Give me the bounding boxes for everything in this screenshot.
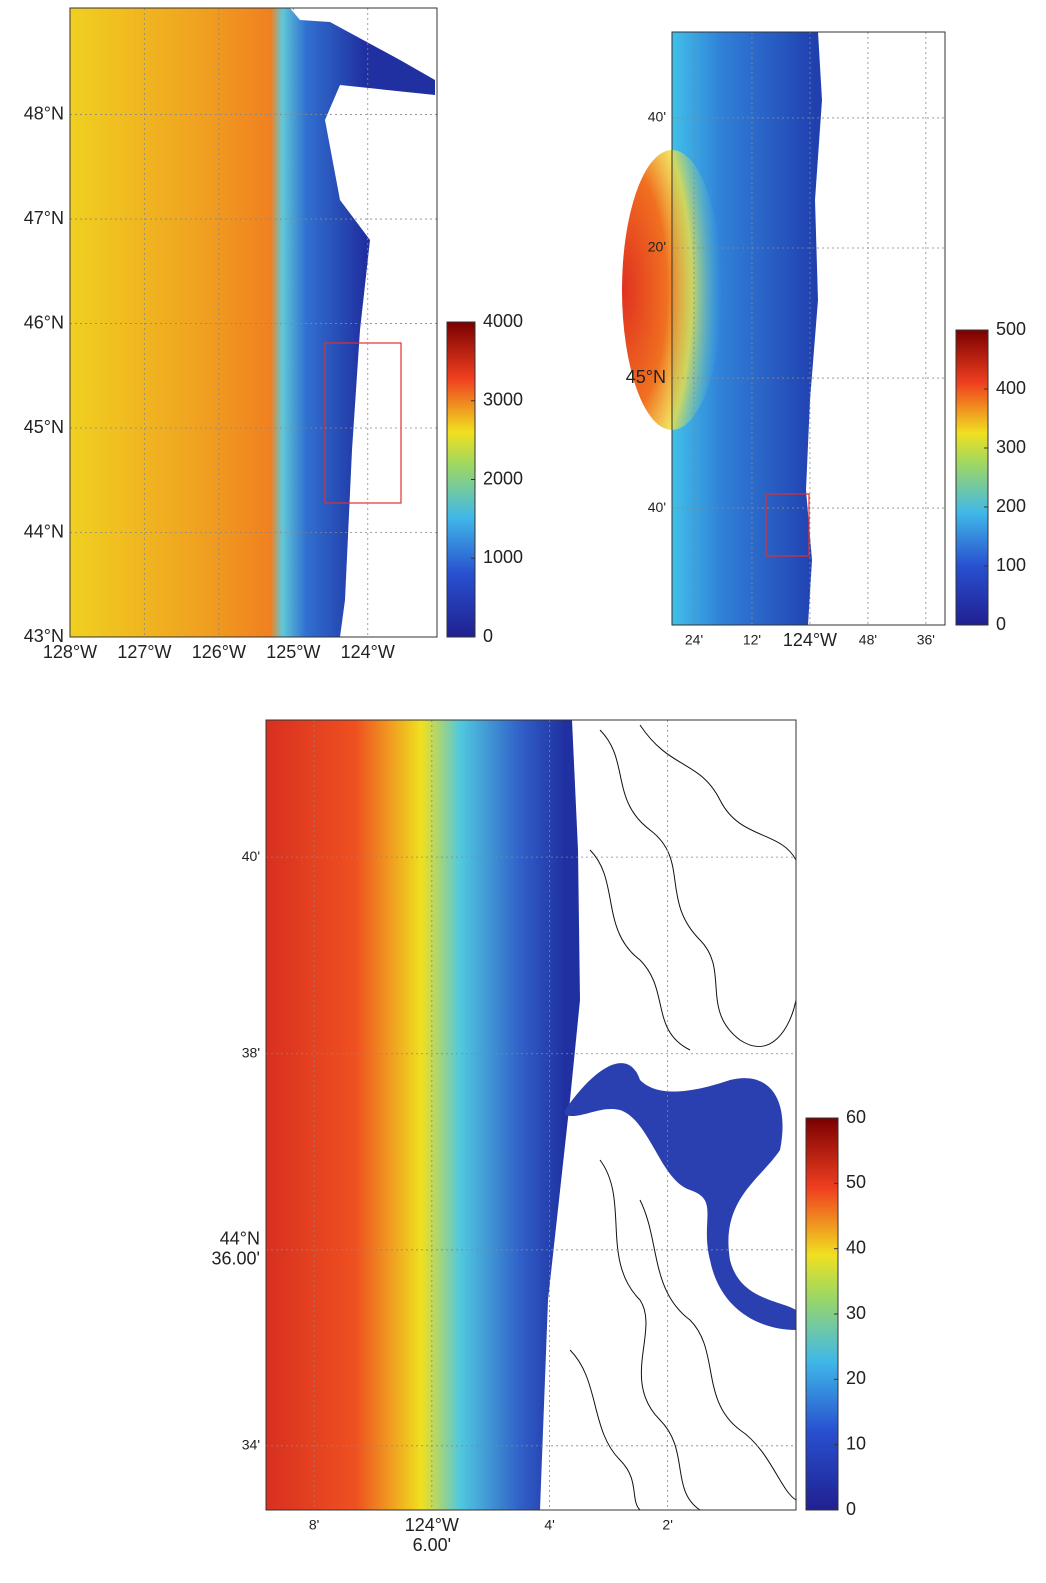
tick-label: 36.00' — [212, 1249, 260, 1269]
map-imagery — [70, 8, 822, 1511]
colorbar-tick-label: 4000 — [483, 311, 523, 331]
tick-label: 127°W — [117, 642, 171, 662]
colorbar-tick-label: 400 — [996, 378, 1026, 398]
colorbar — [955, 329, 989, 626]
axes: 128°W 127°W 126°W 125°W 124°W 43°N 44°N 45°N 46°… — [24, 7, 1026, 1555]
ocean-1 — [70, 8, 435, 637]
ocean-2 — [672, 32, 822, 625]
ocean-3 — [266, 720, 580, 1510]
tick-label: 2' — [662, 1517, 672, 1533]
tick-label: 20' — [648, 239, 666, 255]
tick-label: 44°N — [220, 1229, 260, 1249]
tick-label: 124°W — [341, 642, 395, 662]
tick-label: 8' — [309, 1517, 319, 1533]
colorbar-tick-label: 2000 — [483, 468, 523, 488]
colorbar-tick-label: 100 — [996, 555, 1026, 575]
colorbar-tick-label: 0 — [483, 626, 493, 646]
map-frame — [265, 719, 797, 1511]
tick-label: 6.00' — [413, 1535, 451, 1555]
tick-label: 128°W — [43, 642, 97, 662]
colorbar-tick-label: 0 — [846, 1499, 856, 1519]
tick-label: 47°N — [24, 208, 64, 228]
colorbar-tick-label: 60 — [846, 1107, 866, 1127]
tick-label: 45°N — [24, 417, 64, 437]
tick-label: 24' — [685, 632, 703, 648]
colorbar-tick-label: 30 — [846, 1303, 866, 1323]
tick-label: 40' — [648, 499, 666, 515]
tick-label: 126°W — [192, 642, 246, 662]
colorbar-tick-label: 20 — [846, 1368, 866, 1388]
tick-label: 43°N — [24, 626, 64, 646]
colorbar-tick-label: 0 — [996, 614, 1006, 634]
tick-label: 124°W — [783, 630, 837, 650]
tick-label: 4' — [544, 1517, 554, 1533]
tick-label: 45°N — [626, 367, 666, 387]
estuary — [565, 1063, 796, 1330]
tick-label: 48' — [859, 632, 877, 648]
tick-label: 38' — [242, 1044, 260, 1060]
tick-label: 12' — [743, 632, 761, 648]
tick-label: 124°W — [405, 1515, 459, 1535]
colorbar-tick-label: 40 — [846, 1237, 866, 1257]
map-frame — [69, 7, 438, 638]
colorbar — [805, 1117, 839, 1511]
colorbar-tick-label: 3000 — [483, 390, 523, 410]
tick-label: 46°N — [24, 312, 64, 332]
colorbar-tick-label: 1000 — [483, 547, 523, 567]
colorbar-tick-label: 10 — [846, 1433, 866, 1453]
tick-label: 125°W — [266, 642, 320, 662]
tick-label: 48°N — [24, 103, 64, 123]
inset-box — [765, 493, 810, 557]
tick-label: 40' — [242, 848, 260, 864]
tick-label: 40' — [648, 109, 666, 125]
inset-box — [324, 342, 402, 504]
tick-label: 44°N — [24, 521, 64, 541]
colorbar — [446, 321, 476, 638]
tick-label: 36' — [917, 632, 935, 648]
colorbar-tick-label: 50 — [846, 1172, 866, 1192]
land-contours — [569, 724, 797, 1511]
colorbar-tick-label: 500 — [996, 319, 1026, 339]
map-frame — [671, 31, 946, 626]
colorbar-tick-label: 300 — [996, 437, 1026, 457]
tick-label: 34' — [242, 1437, 260, 1453]
colorbar-tick-label: 200 — [996, 496, 1026, 516]
